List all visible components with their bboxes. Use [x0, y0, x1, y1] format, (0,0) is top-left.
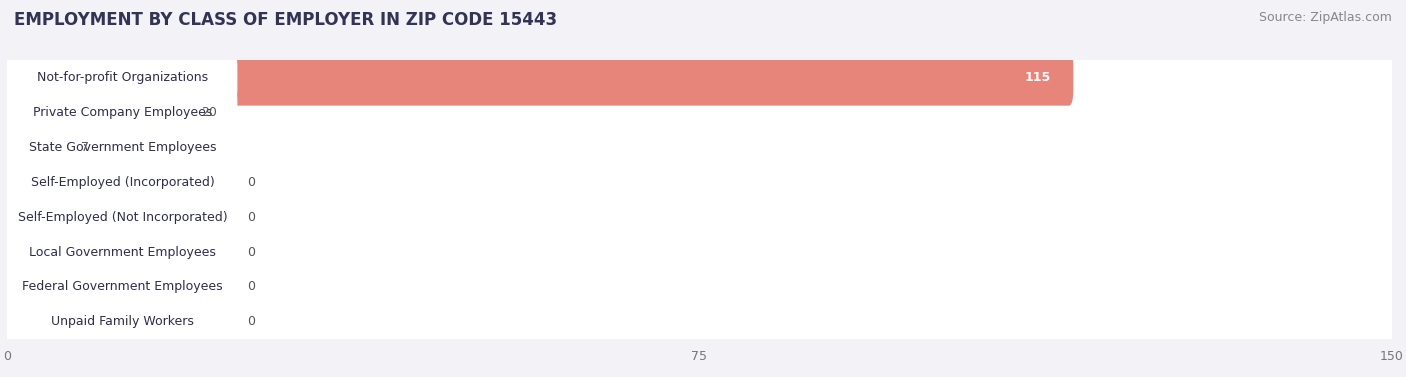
- FancyBboxPatch shape: [3, 120, 76, 175]
- FancyBboxPatch shape: [7, 120, 238, 175]
- FancyBboxPatch shape: [3, 222, 1396, 282]
- FancyBboxPatch shape: [3, 294, 44, 350]
- FancyBboxPatch shape: [3, 48, 1396, 108]
- FancyBboxPatch shape: [3, 259, 44, 315]
- Text: 0: 0: [247, 176, 254, 189]
- FancyBboxPatch shape: [3, 292, 1396, 352]
- FancyBboxPatch shape: [3, 85, 197, 141]
- FancyBboxPatch shape: [3, 257, 1396, 317]
- Text: 115: 115: [1024, 71, 1050, 84]
- Text: Federal Government Employees: Federal Government Employees: [22, 280, 222, 293]
- FancyBboxPatch shape: [3, 224, 44, 280]
- Text: 7: 7: [82, 141, 89, 154]
- Text: 20: 20: [201, 106, 217, 119]
- Text: Self-Employed (Incorporated): Self-Employed (Incorporated): [31, 176, 214, 189]
- FancyBboxPatch shape: [7, 189, 238, 245]
- Text: State Government Employees: State Government Employees: [28, 141, 217, 154]
- FancyBboxPatch shape: [3, 155, 44, 210]
- FancyBboxPatch shape: [3, 118, 1396, 178]
- Text: Local Government Employees: Local Government Employees: [30, 246, 217, 259]
- FancyBboxPatch shape: [3, 83, 1396, 143]
- FancyBboxPatch shape: [7, 294, 238, 350]
- Text: 0: 0: [247, 316, 254, 328]
- Text: 0: 0: [247, 211, 254, 224]
- FancyBboxPatch shape: [3, 187, 1396, 247]
- Text: 0: 0: [247, 246, 254, 259]
- Text: 0: 0: [247, 280, 254, 293]
- Text: Not-for-profit Organizations: Not-for-profit Organizations: [37, 71, 208, 84]
- FancyBboxPatch shape: [7, 50, 238, 106]
- FancyBboxPatch shape: [3, 50, 1073, 106]
- FancyBboxPatch shape: [7, 224, 238, 280]
- Text: EMPLOYMENT BY CLASS OF EMPLOYER IN ZIP CODE 15443: EMPLOYMENT BY CLASS OF EMPLOYER IN ZIP C…: [14, 11, 557, 29]
- FancyBboxPatch shape: [3, 189, 44, 245]
- FancyBboxPatch shape: [7, 85, 238, 141]
- Text: Self-Employed (Not Incorporated): Self-Employed (Not Incorporated): [18, 211, 228, 224]
- Text: Source: ZipAtlas.com: Source: ZipAtlas.com: [1258, 11, 1392, 24]
- FancyBboxPatch shape: [7, 259, 238, 315]
- Text: Private Company Employees: Private Company Employees: [32, 106, 212, 119]
- FancyBboxPatch shape: [7, 155, 238, 210]
- Text: Unpaid Family Workers: Unpaid Family Workers: [51, 316, 194, 328]
- FancyBboxPatch shape: [3, 152, 1396, 212]
